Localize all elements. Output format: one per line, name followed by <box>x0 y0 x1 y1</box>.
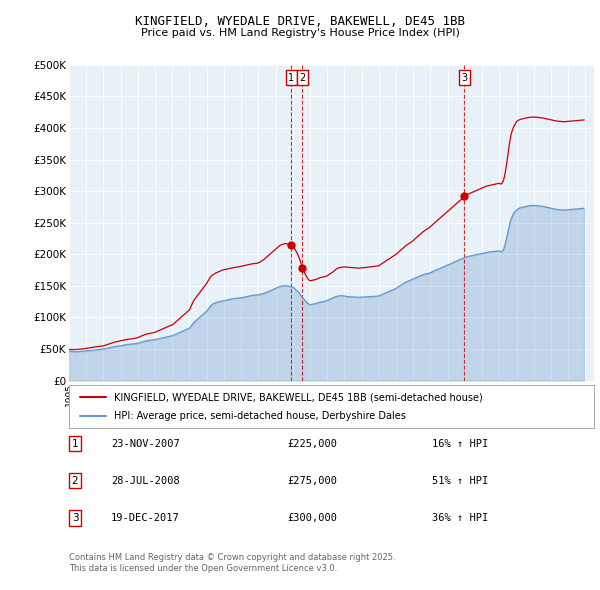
Text: HPI: Average price, semi-detached house, Derbyshire Dales: HPI: Average price, semi-detached house,… <box>113 411 406 421</box>
Text: 28-JUL-2008: 28-JUL-2008 <box>111 476 180 486</box>
Text: Price paid vs. HM Land Registry's House Price Index (HPI): Price paid vs. HM Land Registry's House … <box>140 28 460 38</box>
Text: 23-NOV-2007: 23-NOV-2007 <box>111 439 180 448</box>
Text: 36% ↑ HPI: 36% ↑ HPI <box>432 513 488 523</box>
Text: £300,000: £300,000 <box>287 513 337 523</box>
Text: Contains HM Land Registry data © Crown copyright and database right 2025.
This d: Contains HM Land Registry data © Crown c… <box>69 553 395 573</box>
Text: 16% ↑ HPI: 16% ↑ HPI <box>432 439 488 448</box>
Text: 51% ↑ HPI: 51% ↑ HPI <box>432 476 488 486</box>
Text: 1: 1 <box>288 73 294 83</box>
Text: £225,000: £225,000 <box>287 439 337 448</box>
Text: 19-DEC-2017: 19-DEC-2017 <box>111 513 180 523</box>
Text: 3: 3 <box>71 513 79 523</box>
Text: 3: 3 <box>461 73 467 83</box>
Text: 2: 2 <box>71 476 79 486</box>
Text: KINGFIELD, WYEDALE DRIVE, BAKEWELL, DE45 1BB (semi-detached house): KINGFIELD, WYEDALE DRIVE, BAKEWELL, DE45… <box>113 392 482 402</box>
Text: 2: 2 <box>299 73 305 83</box>
Text: 1: 1 <box>71 439 79 448</box>
Text: £275,000: £275,000 <box>287 476 337 486</box>
Text: KINGFIELD, WYEDALE DRIVE, BAKEWELL, DE45 1BB: KINGFIELD, WYEDALE DRIVE, BAKEWELL, DE45… <box>135 15 465 28</box>
